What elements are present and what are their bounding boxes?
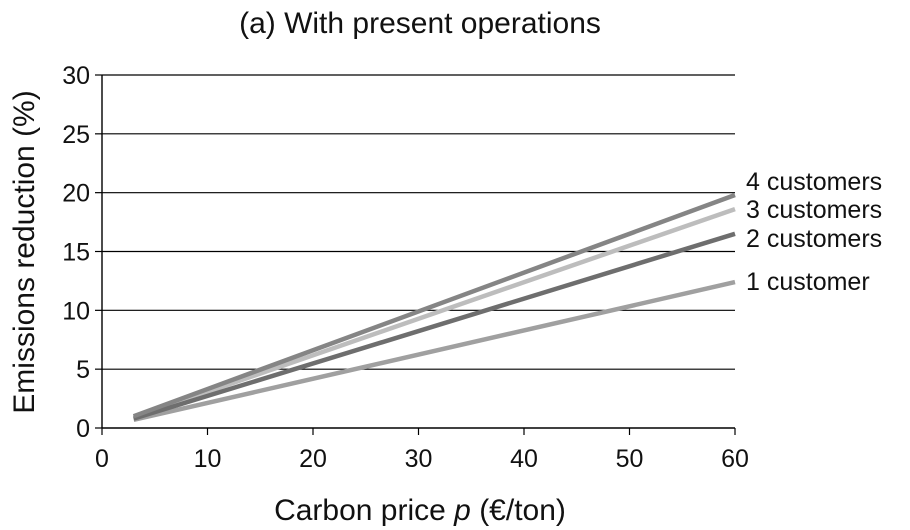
y-tick-label-10: 10 [62, 297, 90, 325]
series-label-1: 4 customers [746, 168, 882, 196]
series-label-3: 2 customers [746, 225, 882, 253]
y-tick-label-15: 15 [62, 239, 90, 267]
x-tick-label-40: 40 [510, 445, 538, 473]
series-lines [132, 192, 736, 422]
axes [95, 74, 736, 435]
y-tick-label-25: 25 [62, 121, 90, 149]
x-tick-label-0: 0 [95, 445, 109, 473]
x-axis-label-variable: p [453, 494, 471, 527]
series-line-4 [133, 279, 736, 422]
x-tick-label-20: 20 [299, 445, 327, 473]
series-label-2: 3 customers [746, 196, 882, 224]
x-tick-labels: 0 10 20 30 40 50 60 [95, 445, 749, 473]
series-line-1 [132, 192, 736, 419]
series-label-4: 1 customer [746, 268, 870, 296]
x-tick-label-10: 10 [194, 445, 222, 473]
chart-title: (a) With present operations [239, 7, 601, 40]
y-tick-label-20: 20 [62, 180, 90, 208]
x-axis-label-unit: (€/ton) [471, 494, 566, 527]
x-axis-label-main: Carbon price [274, 494, 454, 527]
y-tick-label-30: 30 [62, 62, 90, 90]
series-line-3 [133, 231, 736, 421]
grid-lines [102, 74, 735, 370]
x-tick-label-30: 30 [405, 445, 433, 473]
y-tick-labels: 0 5 10 15 20 25 30 [62, 62, 90, 443]
y-tick-label-5: 5 [76, 356, 90, 384]
series-line-2 [132, 206, 736, 420]
x-tick-label-50: 50 [616, 445, 644, 473]
y-axis-label: Emissions reduction (%) [8, 90, 41, 413]
x-tick-label-60: 60 [721, 445, 749, 473]
y-tick-label-0: 0 [76, 415, 90, 443]
x-axis-label: Carbon price p (€/ton) [274, 494, 566, 527]
